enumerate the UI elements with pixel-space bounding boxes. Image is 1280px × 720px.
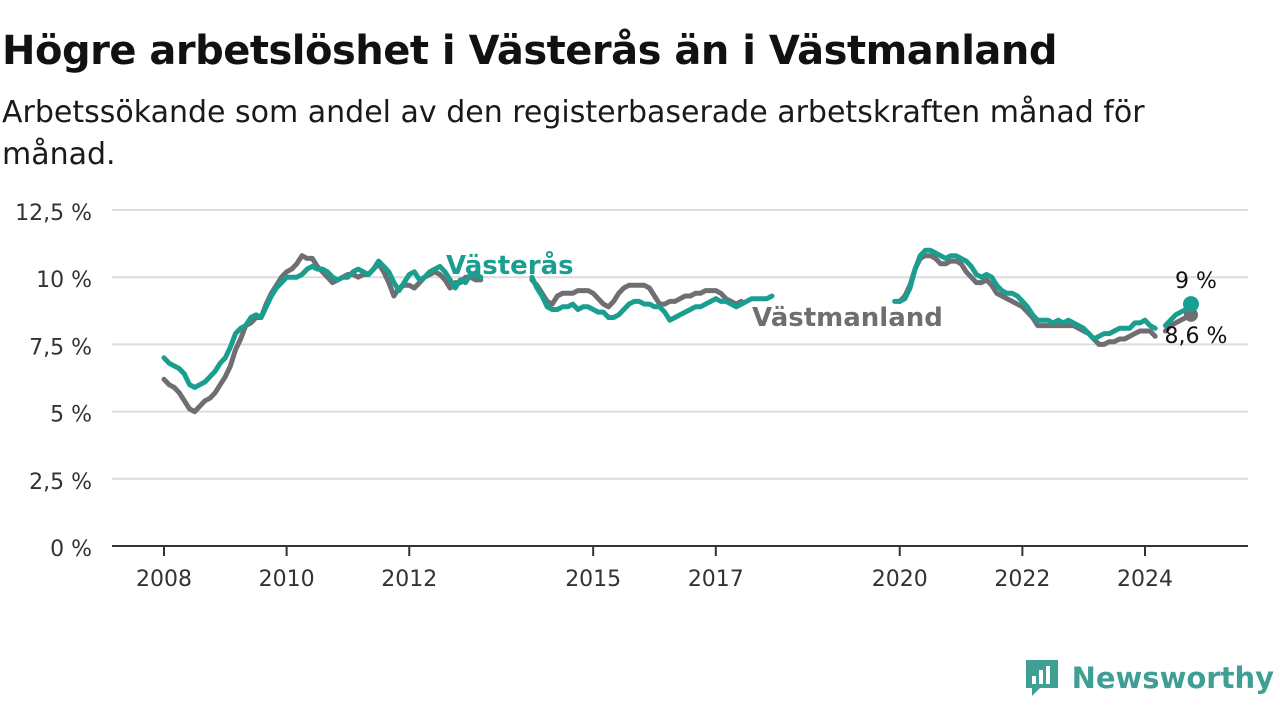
- x-axis: 2008 2010 2012 2015 2017 2020 2022 2024: [112, 545, 1248, 592]
- series-line-vastmanland: [161, 253, 1194, 415]
- series-labels: 9 % 8,6 % Västerås Västmanland: [446, 249, 1227, 349]
- x-tick-label: 2010: [259, 567, 315, 592]
- chart-title: Högre arbetslöshet i Västerås än i Västm…: [2, 28, 1058, 74]
- y-tick-label: 10 %: [36, 268, 92, 293]
- y-tick-label: 12,5 %: [15, 201, 92, 226]
- x-tick-label: 2020: [872, 567, 928, 592]
- x-tick-label: 2008: [136, 567, 192, 592]
- end-point-vasteras: [1182, 296, 1199, 313]
- gridlines: [112, 209, 1248, 480]
- x-tick-label: 2012: [381, 567, 437, 592]
- end-point-vastmanland: [1183, 307, 1198, 322]
- x-tick-label: 2022: [994, 567, 1050, 592]
- x-tick-label: 2015: [565, 567, 621, 592]
- series-label-vasteras: Västerås: [446, 249, 574, 281]
- y-tick-label: 5 %: [50, 403, 92, 428]
- end-label-vasteras: 9 %: [1175, 269, 1217, 294]
- brand-name: Newsworthy: [1071, 661, 1274, 695]
- y-axis: 0 % 2,5 % 5 % 7,5 % 10 % 12,5 %: [15, 201, 92, 562]
- newsworthy-brand[interactable]: Newsworthy: [1024, 658, 1274, 698]
- chart-subtitle: Arbetssökande som andel av den registerb…: [2, 95, 1145, 172]
- y-tick-label: 0 %: [50, 537, 92, 562]
- series-line-vasteras: [161, 247, 1194, 390]
- series-label-vastmanland: Västmanland: [752, 303, 943, 333]
- newsworthy-logo-icon: [1025, 660, 1058, 696]
- y-tick-label: 7,5 %: [29, 335, 92, 360]
- y-tick-label: 2,5 %: [29, 470, 92, 495]
- series-lines: [161, 247, 1194, 415]
- x-tick-label: 2017: [688, 567, 744, 592]
- x-tick-label: 2024: [1117, 567, 1173, 592]
- end-label-vastmanland: 8,6 %: [1165, 324, 1228, 349]
